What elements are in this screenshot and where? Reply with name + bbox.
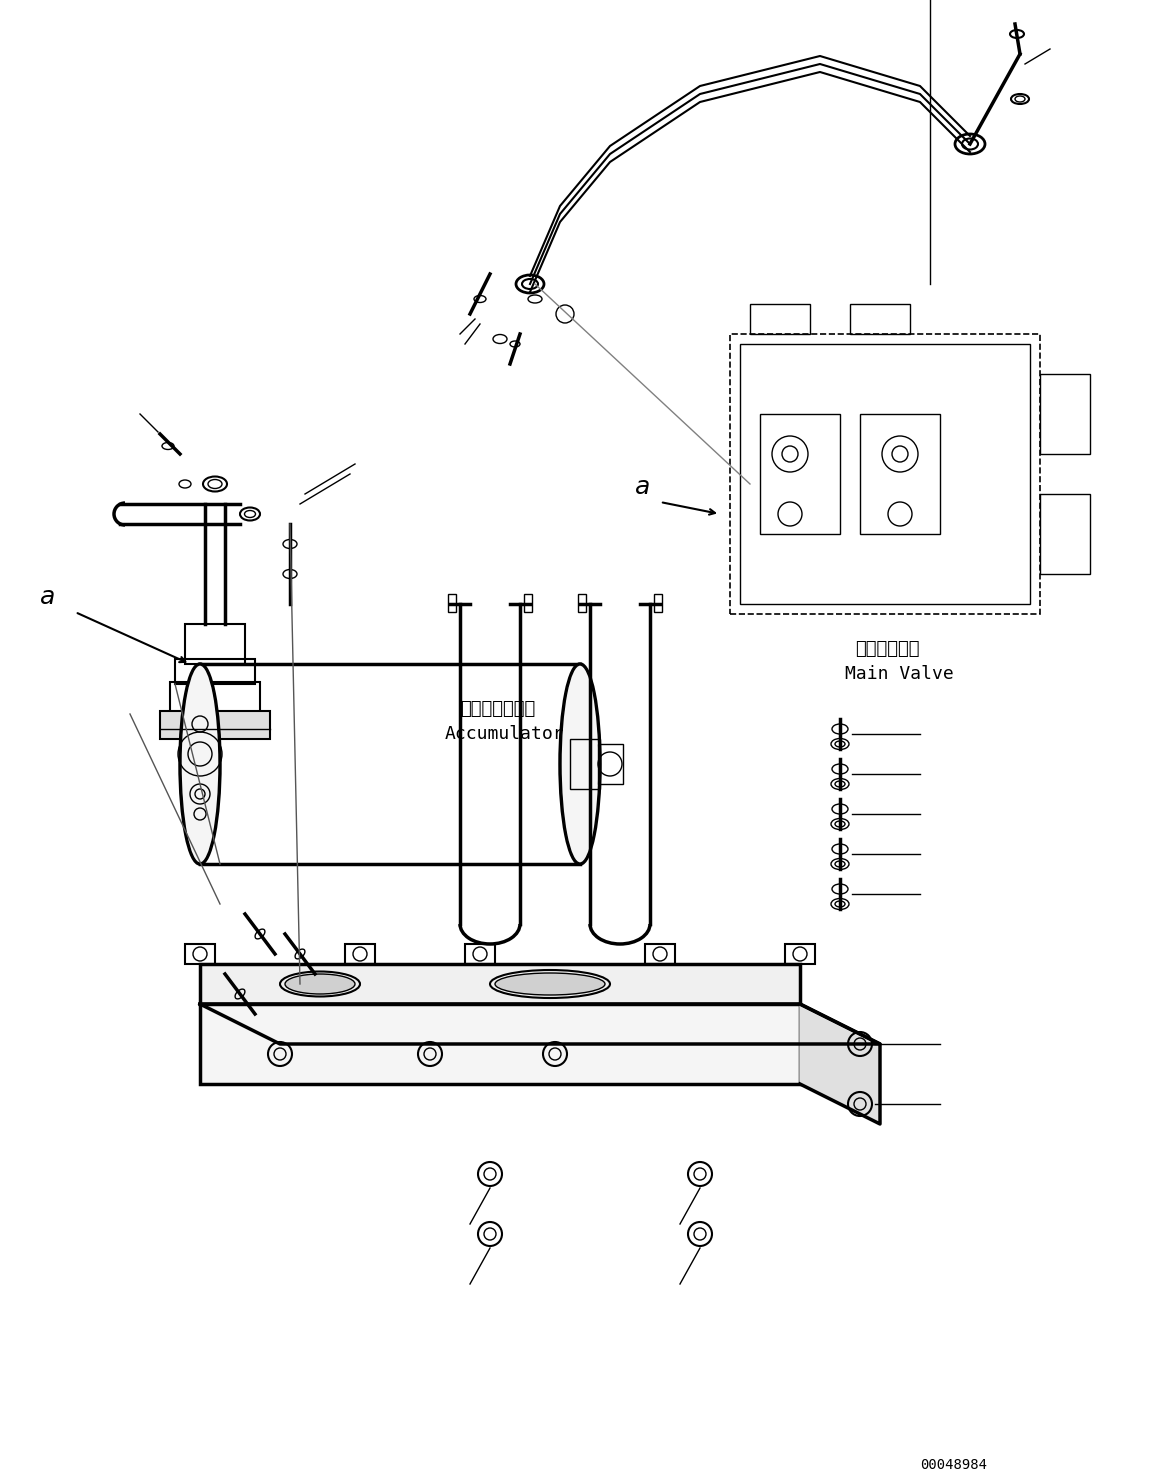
Ellipse shape xyxy=(181,665,219,864)
Bar xyxy=(170,683,260,714)
Bar xyxy=(160,711,270,739)
Ellipse shape xyxy=(561,665,599,864)
Bar xyxy=(740,344,1030,604)
Bar xyxy=(524,594,532,611)
Ellipse shape xyxy=(495,974,605,994)
Bar xyxy=(448,594,456,611)
Ellipse shape xyxy=(834,781,845,787)
Text: Accumulator: Accumulator xyxy=(445,726,565,743)
Bar xyxy=(185,623,245,663)
Ellipse shape xyxy=(834,821,845,827)
Bar xyxy=(730,334,1041,614)
Text: a: a xyxy=(635,475,650,499)
Bar xyxy=(785,944,815,965)
Bar xyxy=(175,659,256,684)
Text: 00048984: 00048984 xyxy=(920,1457,988,1472)
Bar xyxy=(860,414,940,534)
Bar xyxy=(185,944,215,965)
Text: メインバルブ: メインバルブ xyxy=(855,640,920,657)
Ellipse shape xyxy=(285,974,355,994)
Bar xyxy=(200,1005,800,1083)
Bar xyxy=(578,594,586,611)
Bar xyxy=(654,594,662,611)
Bar xyxy=(760,414,840,534)
Bar xyxy=(750,304,810,334)
Text: Main Valve: Main Valve xyxy=(845,665,954,683)
Bar xyxy=(570,739,600,789)
Ellipse shape xyxy=(834,741,845,746)
Bar xyxy=(465,944,495,965)
Text: a: a xyxy=(40,585,55,608)
Ellipse shape xyxy=(834,901,845,907)
Polygon shape xyxy=(800,1005,881,1123)
Bar xyxy=(849,304,910,334)
Bar xyxy=(1041,494,1090,574)
Text: アキュムレータ: アキュムレータ xyxy=(460,700,535,718)
Bar xyxy=(200,965,800,1005)
Bar xyxy=(345,944,375,965)
Bar xyxy=(599,743,623,784)
Bar xyxy=(200,663,580,864)
Bar xyxy=(1041,374,1090,454)
Polygon shape xyxy=(200,1005,881,1045)
Ellipse shape xyxy=(834,861,845,867)
Bar xyxy=(645,944,674,965)
